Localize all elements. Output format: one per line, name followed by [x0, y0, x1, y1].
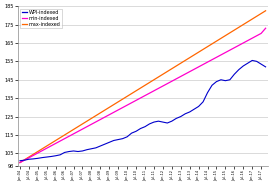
- Legend: WPI-indexed, min-indexed, max-indexed: WPI-indexed, min-indexed, max-indexed: [20, 9, 62, 28]
